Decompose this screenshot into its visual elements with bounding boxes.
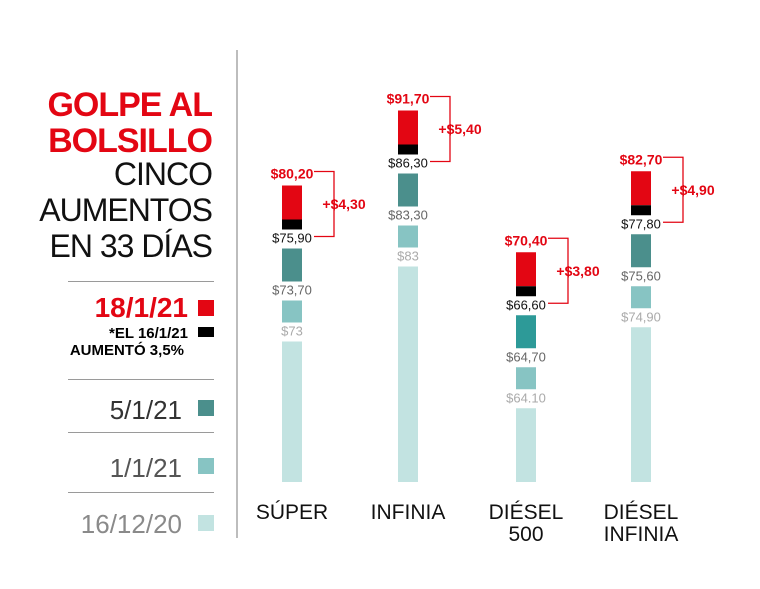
legend-swatch-dark-teal <box>198 400 214 416</box>
bar-18-1-21 <box>282 185 302 220</box>
bar-18-1-21 <box>516 252 536 287</box>
bar-5-1-21 <box>282 248 302 282</box>
increase-label: +$4,30 <box>322 196 365 212</box>
bar-1-1-21 <box>631 286 651 309</box>
increase-label: +$3,80 <box>556 263 599 279</box>
title-line-1: GOLPE AL <box>47 86 213 124</box>
subtitle-line-1: CINCO <box>113 156 213 192</box>
legend-date-18-1-21: 18/1/21 <box>94 292 188 323</box>
category-label: DIÉSEL <box>604 501 679 524</box>
legend-date-1-1-21: 1/1/21 <box>109 453 182 483</box>
bar-16-12-20 <box>516 408 536 482</box>
increase-bracket <box>430 95 451 163</box>
price-label-1-1-21: $83,30 <box>388 208 428 223</box>
legend-divider <box>68 281 214 282</box>
legend-swatch-light-teal <box>198 515 214 531</box>
category-label: INFINIA <box>604 523 679 546</box>
bar-18-1-21 <box>398 110 418 145</box>
subtitle-line-2: AUMENTOS <box>39 192 213 228</box>
bar-16-1-21-segment <box>282 219 302 230</box>
vertical-divider <box>236 50 238 538</box>
legend-swatch-red <box>198 300 214 316</box>
price-label-1-1-21: $75,60 <box>621 268 661 283</box>
category-label: DIÉSEL <box>489 501 564 524</box>
legend-swatch-mid-teal <box>198 458 214 474</box>
bar-16-1-21-segment <box>631 205 651 216</box>
bar-16-1-21-segment <box>398 144 418 155</box>
price-label-1-1-21: $64,70 <box>506 349 546 364</box>
legend-note-line-2: AUMENTÓ 3,5% <box>69 342 184 359</box>
legend-date-5-1-21: 5/1/21 <box>109 395 182 425</box>
price-label-18-1-21: $91,70 <box>387 91 430 107</box>
title-line-2: BOLSILLO <box>48 122 213 160</box>
increase-bracket <box>548 237 569 304</box>
category-label: INFINIA <box>371 501 446 524</box>
price-label-16-12-20: $73 <box>281 324 303 339</box>
price-label-5-1-21: $77,80 <box>621 216 661 231</box>
increase-bracket <box>314 170 335 238</box>
price-label-5-1-21: $86,30 <box>388 156 428 171</box>
legend-divider <box>68 432 214 433</box>
increase-bracket <box>663 156 684 223</box>
price-label-16-12-20: $83 <box>397 249 419 264</box>
price-label-5-1-21: $66,60 <box>506 297 546 312</box>
subtitle-line-3: EN 33 DÍAS <box>49 228 213 264</box>
increase-label: +$4,90 <box>671 182 714 198</box>
price-label-5-1-21: $75,90 <box>272 231 312 246</box>
category-label: SÚPER <box>256 501 328 524</box>
legend-date-16-12-20: 16/12/20 <box>80 509 182 539</box>
increase-label: +$5,40 <box>438 121 481 137</box>
bar-1-1-21 <box>282 300 302 323</box>
bar-5-1-21 <box>516 315 536 349</box>
legend-swatch-black <box>198 327 214 337</box>
price-label-16-12-20: $64.10 <box>506 390 546 405</box>
bar-16-12-20 <box>398 266 418 482</box>
price-label-16-12-20: $74,90 <box>621 309 661 324</box>
price-label-18-1-21: $82,70 <box>620 151 663 167</box>
bar-16-12-20 <box>631 327 651 482</box>
bar-1-1-21 <box>516 367 536 390</box>
price-label-1-1-21: $73,70 <box>272 283 312 298</box>
legend-divider <box>68 492 214 493</box>
bar-1-1-21 <box>398 225 418 248</box>
bar-5-1-21 <box>398 173 418 207</box>
bar-16-1-21-segment <box>516 286 536 297</box>
bar-18-1-21 <box>631 171 651 206</box>
legend-note-line-1: *EL 16/1/21 <box>109 325 188 342</box>
legend-divider <box>68 379 214 380</box>
price-label-18-1-21: $80,20 <box>271 166 314 182</box>
category-label: 500 <box>508 523 543 546</box>
bar-5-1-21 <box>631 234 651 268</box>
bar-16-12-20 <box>282 341 302 482</box>
price-label-18-1-21: $70,40 <box>505 232 548 248</box>
